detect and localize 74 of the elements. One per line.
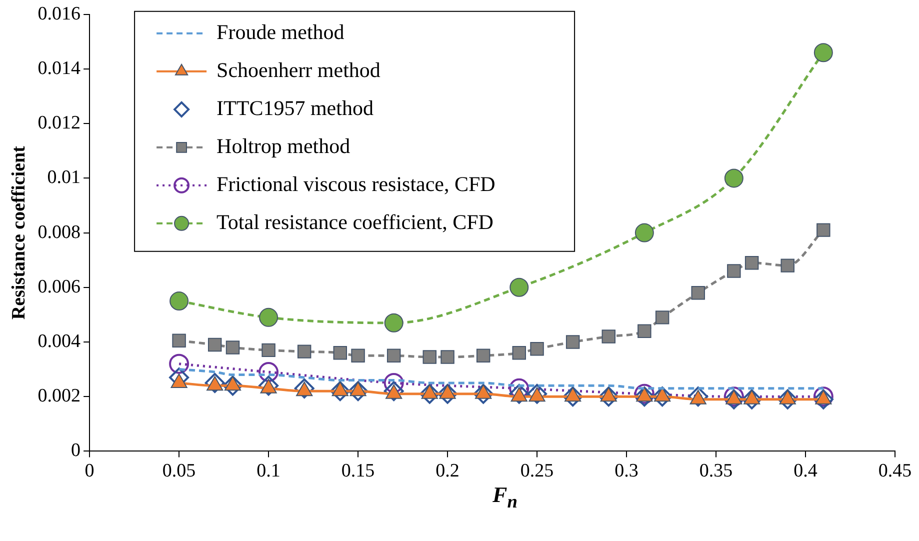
- x-tick-label: 0.45: [878, 460, 912, 482]
- y-tick-label: 0.008: [38, 222, 81, 243]
- point: [598, 386, 619, 407]
- point: [348, 381, 368, 402]
- point: [652, 386, 672, 407]
- x-tick-label: 0.25: [520, 460, 554, 482]
- point: [420, 384, 440, 404]
- x-tick-label: 0.15: [341, 460, 375, 482]
- y-tick-label: 0.016: [38, 3, 81, 24]
- point: [562, 386, 583, 407]
- point: [386, 348, 401, 363]
- point: [438, 384, 458, 404]
- x-tick-label: 0.35: [699, 460, 733, 482]
- point: [226, 340, 240, 354]
- point: [566, 335, 580, 349]
- point: [691, 286, 705, 300]
- legend-label: Total resistance coefficient, CFD: [216, 210, 494, 234]
- point: [170, 292, 189, 311]
- x-tick-label: 0: [84, 460, 94, 482]
- point: [602, 330, 616, 344]
- point: [422, 350, 436, 364]
- point: [816, 223, 830, 237]
- x-tick-label: 0.05: [162, 460, 196, 482]
- point: [330, 381, 350, 402]
- y-tick-label: 0.014: [38, 58, 82, 79]
- y-tick-label: 0.006: [38, 276, 81, 298]
- point: [333, 346, 347, 360]
- x-tick-label: 0.3: [614, 460, 638, 482]
- y-tick-label: 0.002: [38, 386, 81, 407]
- point: [727, 264, 741, 278]
- point: [476, 348, 490, 363]
- point: [172, 334, 186, 348]
- point: [259, 308, 278, 327]
- point: [527, 384, 548, 404]
- point: [222, 376, 243, 396]
- point: [744, 256, 759, 270]
- point: [742, 389, 762, 410]
- point: [780, 258, 794, 272]
- point: [204, 372, 225, 393]
- point: [530, 342, 544, 356]
- y-tick-label: 0.004: [38, 330, 82, 352]
- point: [778, 389, 798, 410]
- point: [638, 324, 652, 338]
- y-tick-label: 0.01: [47, 167, 81, 188]
- y-tick-label: 0.012: [38, 112, 81, 134]
- point: [294, 378, 314, 398]
- point: [655, 310, 670, 324]
- point: [724, 168, 744, 188]
- y-axis-title: Resistance coefficient: [8, 145, 30, 320]
- legend-label: Holtrop method: [216, 134, 351, 158]
- point: [814, 43, 833, 62]
- legend-label: Schoenherr method: [216, 58, 381, 82]
- legend-label: ITTC1957 method: [216, 96, 374, 120]
- point: [473, 384, 494, 404]
- y-tick-label: 0: [71, 440, 81, 462]
- point: [351, 348, 365, 363]
- point: [634, 223, 654, 242]
- x-tick-label: 0.1: [256, 460, 280, 482]
- point: [512, 346, 526, 360]
- point: [297, 344, 312, 358]
- point: [440, 350, 454, 364]
- point: [262, 343, 276, 358]
- legend-label: Froude method: [216, 20, 345, 44]
- point: [208, 338, 222, 352]
- x-axis-title: F$_{n}$: [492, 482, 518, 512]
- point: [509, 384, 530, 404]
- point: [258, 362, 279, 382]
- point: [510, 278, 529, 297]
- point: [384, 372, 404, 393]
- legend-label: Frictional viscous resistace, CFD: [216, 172, 496, 196]
- point: [384, 313, 404, 332]
- point: [169, 354, 190, 374]
- x-tick-label: 0.4: [794, 460, 818, 482]
- x-tick-label: 0.2: [436, 460, 460, 482]
